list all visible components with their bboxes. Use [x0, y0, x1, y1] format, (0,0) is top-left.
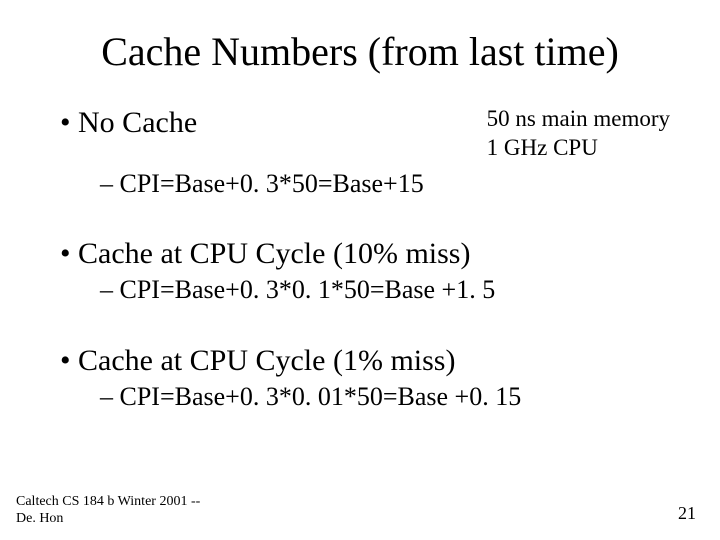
bullet-cache-1: • Cache at CPU Cycle (1% miss): [60, 341, 680, 380]
page-number: 21: [678, 503, 696, 524]
subbullet-text: CPI=Base+0. 3*0. 1*50=Base +1. 5: [120, 275, 496, 304]
bullet-text: Cache at CPU Cycle (1% miss): [78, 344, 455, 377]
footer-text: Caltech CS 184 b Winter 2001 -- De. Hon: [16, 494, 216, 528]
slide-body: • No Cache 50 ns main memory 1 GHz CPU –…: [40, 103, 680, 414]
subbullet-cache-1: – CPI=Base+0. 3*0. 01*50=Base +0. 15: [60, 380, 680, 414]
bullet-text: Cache at CPU Cycle (10% miss): [78, 237, 470, 270]
bullet-glyph: –: [100, 275, 113, 304]
slide: Cache Numbers (from last time) • No Cach…: [0, 0, 720, 540]
note-line-2: 1 GHz CPU: [487, 134, 670, 163]
bullet-glyph: –: [100, 169, 113, 198]
subbullet-no-cache: – CPI=Base+0. 3*50=Base+15: [60, 167, 680, 201]
bullet-text: No Cache: [78, 106, 197, 139]
bullet-cache-10: • Cache at CPU Cycle (10% miss): [60, 234, 680, 273]
slide-title: Cache Numbers (from last time): [40, 28, 680, 75]
memory-note: 50 ns main memory 1 GHz CPU: [487, 105, 680, 163]
bullet-glyph: •: [60, 106, 71, 139]
subbullet-text: CPI=Base+0. 3*0. 01*50=Base +0. 15: [120, 382, 522, 411]
row-no-cache: • No Cache 50 ns main memory 1 GHz CPU: [60, 103, 680, 163]
bullet-no-cache: • No Cache: [60, 103, 197, 142]
note-line-1: 50 ns main memory: [487, 105, 670, 134]
bullet-glyph: •: [60, 237, 71, 270]
subbullet-text: CPI=Base+0. 3*50=Base+15: [120, 169, 424, 198]
subbullet-cache-10: – CPI=Base+0. 3*0. 1*50=Base +1. 5: [60, 273, 680, 307]
bullet-glyph: •: [60, 344, 71, 377]
bullet-glyph: –: [100, 382, 113, 411]
